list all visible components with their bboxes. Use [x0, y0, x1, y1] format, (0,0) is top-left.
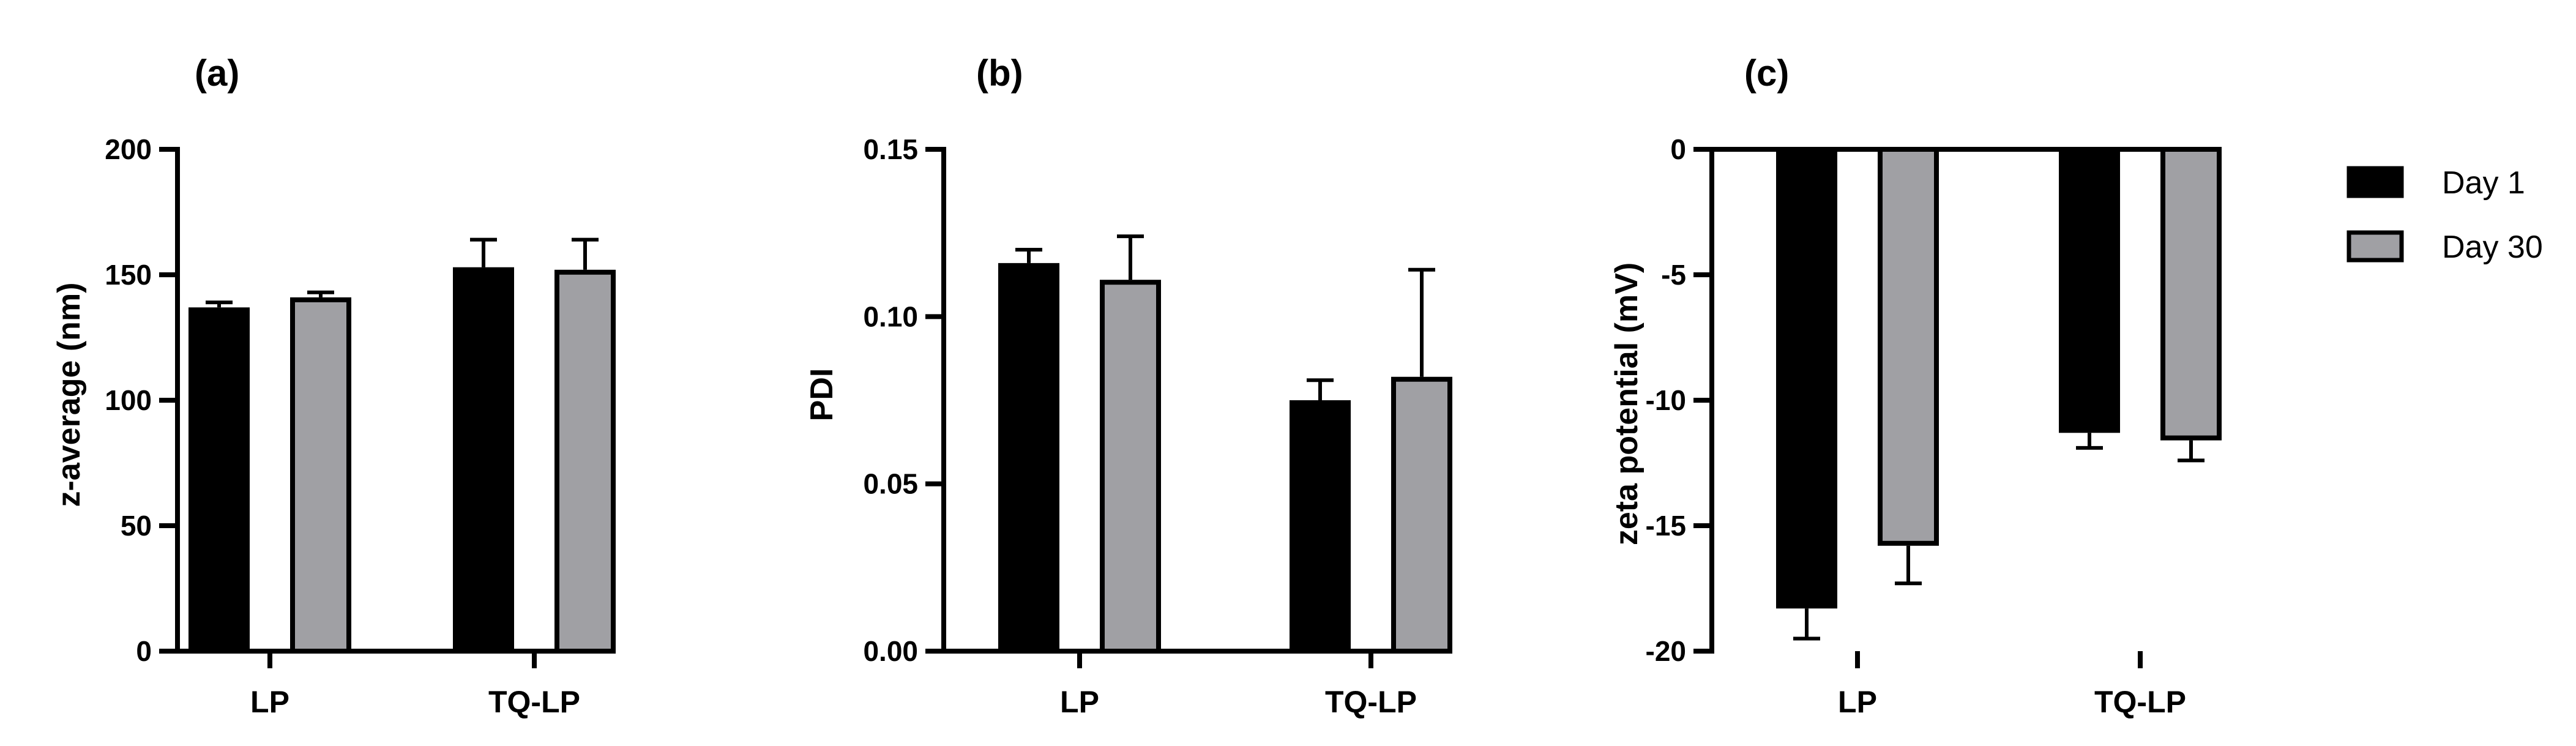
panel-c-label: (c)	[1744, 53, 1789, 94]
panel-a-marks: 0 50 100 150 200 LP TQ-LP	[105, 133, 616, 719]
legend-swatch-day-1	[2346, 166, 2404, 198]
y-tick-label: 50	[121, 510, 152, 542]
legend-swatch-day-30	[2346, 230, 2404, 263]
error-bar-lp-day-30	[307, 290, 334, 297]
x-tick-label-lp: LP	[1838, 685, 1877, 719]
y-tick-label: 0.05	[863, 468, 918, 500]
bar-lp-day-30	[1878, 147, 1939, 546]
y-tick-label: 0.10	[863, 300, 918, 332]
y-tick-label: -10	[1646, 384, 1686, 416]
error-bar-lp-day-1	[1015, 248, 1042, 263]
bar-tq-lp-day-1	[1290, 400, 1351, 654]
error-bar-tq-lp-day-30	[572, 237, 599, 270]
legend-label-day-30: Day 30	[2442, 229, 2543, 265]
panel-a-label: (a)	[195, 53, 239, 94]
x-tick-label-lp: LP	[250, 685, 289, 719]
error-bar-tq-lp-day-1	[1307, 378, 1334, 400]
x-tick-label-tq-lp: TQ-LP	[488, 685, 580, 719]
y-tick-label: -20	[1646, 635, 1686, 667]
panel-b-marks: 0.00 0.05 0.10 0.15 LP TQ-LP	[863, 133, 1452, 719]
panel-b-pdi: (b) PDI 0.00 0.05 0.10 0.15 LP TQ-LP	[804, 53, 1452, 719]
legend: Day 1 Day 30	[2346, 165, 2543, 265]
panel-b-label: (b)	[976, 53, 1023, 94]
error-bar-tq-lp-day-30	[2178, 440, 2205, 463]
panel-b-y-axis-title: PDI	[804, 368, 840, 422]
error-bar-lp-day-1	[206, 300, 233, 308]
error-bar-tq-lp-day-1	[470, 237, 497, 267]
error-bar-tq-lp-day-30	[1408, 267, 1435, 377]
panel-a-z-average: (a) z-average (nm) 0 50 100 150 200 LP TQ-LP	[51, 53, 616, 719]
y-tick-label: 0.00	[863, 635, 918, 667]
x-tick-label-tq-lp: TQ-LP	[1325, 685, 1417, 719]
y-tick-label: 150	[105, 259, 152, 291]
bar-tq-lp-day-1	[453, 267, 514, 654]
x-tick-label-tq-lp: TQ-LP	[2094, 685, 2186, 719]
bar-lp-day-1	[998, 263, 1059, 654]
legend-label-day-1: Day 1	[2442, 165, 2525, 201]
error-bar-lp-day-30	[1895, 545, 1922, 586]
y-tick-label: -15	[1646, 510, 1686, 542]
error-bar-lp-day-30	[1117, 234, 1144, 280]
bar-lp-day-30	[290, 297, 351, 654]
panel-c-marks: 0 -5 -10 -15 -20 LP TQ-LP	[1646, 133, 2222, 719]
y-tick-label: 200	[105, 133, 152, 165]
y-tick-label: 0	[136, 635, 152, 667]
bar-tq-lp-day-30	[2160, 147, 2222, 441]
bar-tq-lp-day-30	[1391, 376, 1452, 654]
y-tick-label: 0	[1670, 133, 1686, 165]
bar-lp-day-1	[1776, 147, 1837, 609]
error-bar-tq-lp-day-1	[2076, 433, 2103, 450]
y-tick-label: -5	[1661, 259, 1686, 291]
bar-lp-day-1	[189, 307, 250, 654]
panel-a-y-axis-title: z-average (nm)	[51, 283, 87, 507]
bar-lp-day-30	[1100, 280, 1161, 654]
y-tick-label: 0.15	[863, 133, 918, 165]
x-tick-label-lp: LP	[1060, 685, 1099, 719]
bar-tq-lp-day-30	[554, 269, 616, 654]
bar-tq-lp-day-1	[2059, 147, 2120, 433]
y-tick-label: 100	[105, 384, 152, 416]
panel-c-y-axis-title: zeta potential (mV)	[1609, 263, 1645, 545]
panel-c-zeta-potential: (c) zeta potential (mV) 0 -5 -10 -15 -20 LP TQ…	[1609, 53, 2222, 719]
error-bar-lp-day-1	[1793, 608, 1820, 641]
